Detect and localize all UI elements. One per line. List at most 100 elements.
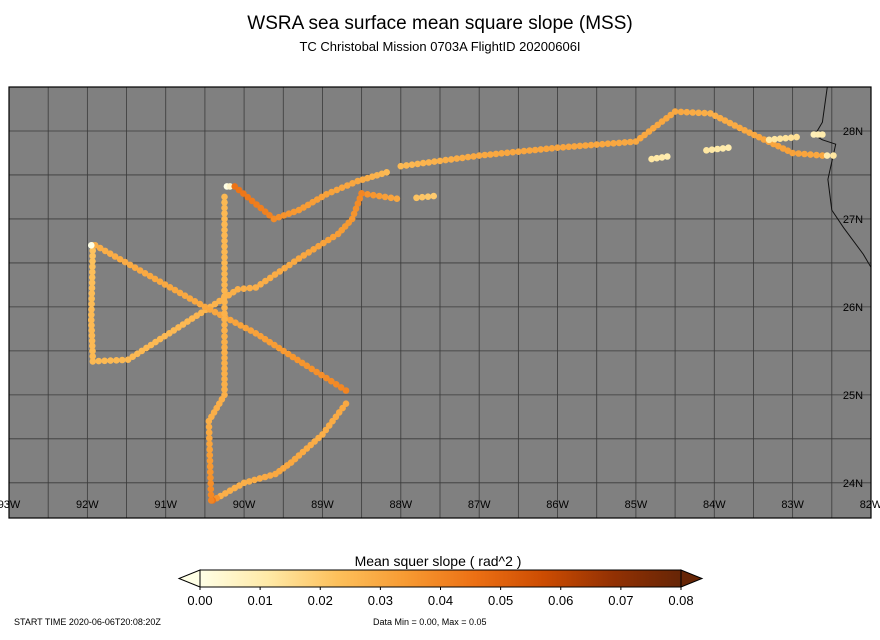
track-point bbox=[387, 194, 395, 202]
colorbar-tick-label: 0.05 bbox=[488, 593, 513, 608]
track-point bbox=[664, 153, 671, 160]
track-point bbox=[89, 353, 96, 360]
track-point bbox=[593, 141, 600, 148]
track-point bbox=[246, 478, 253, 485]
track-point bbox=[741, 127, 748, 134]
track-point bbox=[176, 289, 184, 297]
track-point bbox=[771, 135, 778, 143]
track-point bbox=[266, 274, 274, 282]
track-point bbox=[509, 148, 517, 156]
track-point bbox=[303, 362, 311, 370]
track-point bbox=[191, 298, 199, 305]
track-point bbox=[328, 377, 335, 385]
track-point bbox=[113, 357, 120, 364]
track-point bbox=[736, 124, 743, 132]
track-point bbox=[221, 304, 228, 312]
track-point bbox=[196, 300, 204, 308]
track-point bbox=[689, 109, 696, 116]
track-point bbox=[221, 215, 228, 223]
colorbar-tick-label: 0.07 bbox=[608, 593, 633, 608]
track-point bbox=[88, 311, 95, 319]
track-point bbox=[725, 144, 732, 151]
track-point bbox=[221, 349, 228, 356]
track-point bbox=[320, 239, 327, 247]
track-point bbox=[221, 204, 228, 212]
track-point bbox=[323, 374, 330, 382]
track-point bbox=[300, 252, 308, 259]
coastline-path bbox=[813, 87, 871, 269]
track-point bbox=[107, 357, 114, 364]
track-point bbox=[186, 295, 194, 302]
track-point bbox=[88, 279, 96, 287]
track-point bbox=[156, 278, 164, 286]
track-point bbox=[232, 319, 239, 327]
data-range-label: Data Min = 0.00, Max = 0.05 bbox=[373, 617, 487, 627]
track-point bbox=[419, 159, 427, 167]
track-point bbox=[207, 480, 214, 487]
track-point bbox=[252, 284, 260, 291]
flight-track bbox=[87, 108, 837, 504]
track-point bbox=[344, 182, 351, 189]
lon-tick-label: 89W bbox=[311, 499, 334, 511]
track-point bbox=[276, 268, 284, 275]
track-point bbox=[337, 384, 345, 391]
track-point bbox=[257, 204, 265, 212]
track-point bbox=[89, 252, 96, 260]
track-point bbox=[418, 193, 426, 201]
track-point bbox=[290, 258, 298, 266]
track-point bbox=[270, 215, 278, 223]
track-point bbox=[708, 146, 716, 153]
track-point bbox=[221, 315, 228, 323]
track-point bbox=[88, 284, 96, 292]
track-point bbox=[111, 253, 119, 260]
track-point bbox=[683, 108, 691, 116]
track-point bbox=[707, 110, 714, 117]
track-point bbox=[118, 356, 126, 364]
track-point bbox=[719, 145, 727, 152]
track-point bbox=[813, 151, 820, 159]
track-point bbox=[101, 357, 108, 365]
lon-tick-label: 82W bbox=[860, 499, 880, 511]
track-point bbox=[89, 347, 96, 355]
track-point bbox=[207, 497, 215, 504]
track-point bbox=[151, 275, 159, 283]
track-point bbox=[403, 162, 410, 169]
lon-tick-label: 83W bbox=[781, 499, 804, 511]
track-point bbox=[526, 147, 533, 154]
track-point bbox=[515, 148, 522, 155]
track-point bbox=[124, 356, 132, 364]
track-point bbox=[475, 152, 483, 159]
track-point bbox=[205, 423, 213, 431]
track-point bbox=[161, 281, 169, 288]
track-point bbox=[247, 327, 255, 334]
track-point bbox=[271, 271, 279, 278]
track-point bbox=[221, 338, 228, 346]
track-point bbox=[101, 247, 109, 255]
track-point bbox=[266, 472, 274, 479]
lat-tick-label: 25N bbox=[843, 390, 863, 402]
track-point bbox=[714, 145, 721, 153]
track-point bbox=[246, 284, 254, 292]
track-point bbox=[285, 210, 293, 217]
lon-tick-label: 88W bbox=[390, 499, 413, 511]
track-point bbox=[206, 451, 214, 459]
track-point bbox=[376, 192, 383, 200]
coastline bbox=[813, 87, 871, 269]
track-point bbox=[237, 322, 244, 329]
track-point bbox=[88, 322, 95, 329]
track-point bbox=[141, 270, 149, 277]
track-point bbox=[342, 387, 350, 394]
track-point bbox=[503, 149, 511, 157]
track-point bbox=[166, 284, 174, 291]
track-point bbox=[221, 333, 228, 340]
track-point bbox=[206, 434, 213, 442]
track-point bbox=[413, 194, 420, 202]
track-point bbox=[782, 134, 789, 142]
lon-tick-label: 92W bbox=[76, 499, 99, 511]
track-point bbox=[181, 292, 189, 300]
track-point bbox=[315, 242, 322, 250]
track-point bbox=[789, 149, 796, 157]
track-point bbox=[776, 135, 784, 142]
track-point bbox=[498, 150, 505, 157]
